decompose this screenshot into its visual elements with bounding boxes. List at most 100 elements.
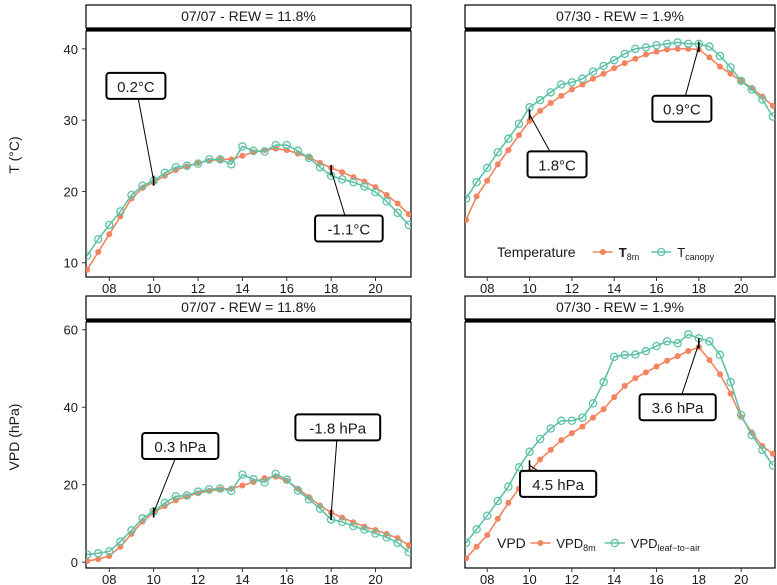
plot-area <box>464 321 776 569</box>
series-2-point <box>683 330 693 339</box>
annotation-label: 3.6 hPa <box>652 400 704 417</box>
series-2-point <box>514 463 524 472</box>
panel-strip-label: 07/07 - REW = 11.8% <box>181 299 316 315</box>
series-2-point <box>747 430 756 440</box>
series-1-point <box>494 515 501 522</box>
series-1-point <box>239 152 246 159</box>
legend-key-point <box>537 540 544 546</box>
series-2-point <box>238 142 247 151</box>
series-1-point <box>568 86 575 93</box>
x-tick-label: 10 <box>146 281 160 296</box>
series-2-point <box>588 399 598 408</box>
series-1-point <box>484 177 491 184</box>
series-2-point <box>260 478 269 487</box>
chart-panel-4: 07/30 - REW = 1.9% 08 10 12 14 16 18 20 4.5 hPa 3… <box>464 295 776 585</box>
x-tick-label: 12 <box>565 572 579 585</box>
series-2-point <box>758 445 767 455</box>
plot-area <box>464 30 776 278</box>
series-1-point <box>526 117 533 124</box>
series-1-point <box>405 211 411 218</box>
series-2-point <box>105 547 114 556</box>
x-tick-label: 08 <box>102 281 116 296</box>
annotation-label: 4.5 hPa <box>532 477 584 494</box>
series-2-point <box>599 61 608 71</box>
series-2-point <box>127 190 136 200</box>
annotation-leader <box>330 427 339 515</box>
series-2-point <box>382 533 391 542</box>
y-tick-label: 40 <box>64 400 78 415</box>
series-2-point <box>641 346 651 356</box>
series-2-point <box>193 487 203 496</box>
series-2-point <box>673 339 682 348</box>
series-1-point <box>653 363 660 370</box>
series-1-point <box>600 406 607 413</box>
y-tick-label: 60 <box>64 323 78 338</box>
series-1-point <box>621 60 628 67</box>
series-2-point <box>227 160 236 169</box>
series-2-point <box>641 43 651 52</box>
series-2-point <box>182 491 192 500</box>
annotation-leader <box>135 85 155 181</box>
series-1-point <box>769 102 775 109</box>
annotation-label: 0.9°C <box>663 102 701 119</box>
legend-key-point <box>656 247 666 257</box>
series-1-point <box>239 482 246 489</box>
annotation-box <box>314 214 384 243</box>
series-1-point <box>505 147 512 154</box>
x-tick-label: 14 <box>235 572 249 585</box>
series-2-point <box>315 504 325 513</box>
legend-entry-label: VPDleaf−to−air <box>631 536 700 553</box>
series-1-point <box>611 394 618 401</box>
y-tick-label: 0 <box>71 555 78 570</box>
annotation-label: 1.8°C <box>538 157 576 174</box>
series-1-point <box>558 437 565 444</box>
series-1-point <box>465 216 470 223</box>
series-2-point <box>465 538 471 548</box>
annotation-label: -1.1°C <box>328 222 371 239</box>
x-tick-label: 10 <box>522 281 536 296</box>
legend: Temperature T8m Tcanopy <box>497 244 715 262</box>
series-2-point <box>482 163 492 173</box>
series-2-point <box>557 416 566 426</box>
series-2-point <box>620 350 630 360</box>
annotation-label: 0.2°C <box>117 79 155 96</box>
series-1-point <box>664 357 671 364</box>
annotation-box <box>638 393 717 422</box>
series-2-point <box>736 410 746 420</box>
series-2-point <box>116 207 125 216</box>
series-2-point <box>588 67 598 76</box>
series-2-point <box>215 484 225 493</box>
x-tick-label: 18 <box>692 572 706 585</box>
series-2-point <box>652 341 661 351</box>
series-2-point <box>304 153 314 163</box>
series-2-point <box>546 88 555 97</box>
series-2-point <box>465 194 471 203</box>
series-2-point <box>271 140 280 150</box>
series-2-point <box>304 495 314 504</box>
series-1-point <box>590 414 597 421</box>
x-tick-label: 20 <box>368 281 382 296</box>
series-2-point <box>768 112 775 121</box>
series-1-point <box>769 450 775 457</box>
annotation-box <box>294 413 382 442</box>
series-2-point <box>493 147 503 157</box>
series-1-point <box>547 446 554 453</box>
y-tick-label: 40 <box>64 42 78 57</box>
series-2-point <box>578 74 587 84</box>
series-2-point <box>282 140 292 150</box>
series-2-point <box>138 514 147 523</box>
series-2-point <box>382 197 391 206</box>
series-2-point <box>472 177 481 187</box>
panel-strip-label: 07/07 - REW = 11.8% <box>181 8 316 24</box>
x-tick-label: 18 <box>692 281 706 296</box>
series-1-point <box>632 55 639 62</box>
series-1-point <box>465 555 470 562</box>
x-tick-label: 20 <box>734 281 748 296</box>
series-2-point <box>705 42 714 51</box>
series-1-point <box>706 356 713 363</box>
chart-panel-3: 07/07 - REW = 11.8% 08 10 12 14 16 18 20 0 20 40 60… <box>64 295 412 585</box>
y-axis-title-vpd: VPD (hPa) <box>6 404 22 471</box>
legend-entry-label: T8m <box>619 245 639 262</box>
series-1-point <box>515 132 522 139</box>
